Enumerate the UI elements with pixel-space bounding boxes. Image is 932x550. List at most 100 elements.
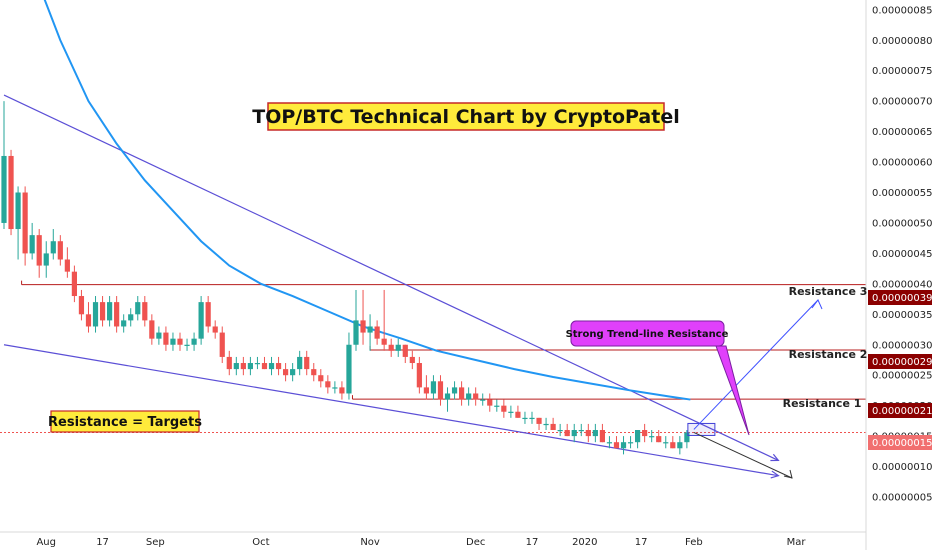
candle-body [149, 320, 155, 339]
resistance-1-value: 0.0000002107 [872, 406, 932, 417]
candle-body [508, 411, 514, 413]
candle-body [247, 363, 253, 370]
x-tick-label: Sep [146, 537, 165, 548]
y-tick-label: 0.0000002500 [872, 371, 932, 382]
candle-body [85, 314, 92, 327]
candle-body [557, 430, 563, 432]
candle-body [360, 320, 366, 333]
candle-body [311, 369, 317, 376]
candle-body [71, 271, 77, 297]
trendline-arrowhead [770, 470, 780, 479]
candle-body [142, 302, 148, 321]
candle-body [184, 344, 190, 346]
candle-body [564, 430, 570, 437]
resistance-1-label: Resistance 1 [783, 397, 862, 410]
x-tick-label: 17 [96, 537, 109, 548]
candle-body [501, 405, 507, 412]
candle-body [515, 411, 521, 418]
x-axis: Aug 17 Sep Oct Nov Dec 17 2020 17 Feb Mar [36, 537, 806, 548]
candle-body [677, 442, 683, 449]
y-tick-label: 0.0000007500 [872, 66, 932, 77]
candle-body [466, 393, 472, 400]
candle-body [226, 356, 232, 370]
candle-body [15, 192, 21, 230]
candle-body [22, 192, 28, 254]
callout-box [570, 320, 725, 347]
y-axis: 0.00000005000.00000010000.00000015000.00… [872, 5, 932, 503]
target-arrow-head [811, 299, 823, 310]
candle-body [212, 326, 218, 333]
candle-body [297, 356, 303, 370]
candle-body [416, 363, 422, 388]
candle-body [437, 381, 444, 400]
candle-body [444, 393, 451, 400]
candle-body [550, 423, 556, 431]
candle-body [205, 302, 211, 327]
resistance-3-label: Resistance 3 [789, 285, 868, 298]
y-tick-label: 0.0000004000 [872, 279, 932, 290]
note-text: Resistance = Targets [48, 415, 202, 430]
candle-body [64, 259, 70, 272]
candle-body [423, 387, 429, 394]
candle-body [8, 155, 14, 230]
y-tick-label: 0.0000006500 [872, 127, 932, 138]
trendline-arrowhead [770, 453, 780, 462]
candle-body [381, 338, 387, 345]
candle-body [275, 363, 282, 370]
candle-body [522, 417, 528, 420]
candle-body [649, 436, 655, 438]
callout-pointer [715, 345, 750, 436]
candle-body [1, 155, 7, 223]
x-tick-label: 17 [526, 537, 539, 548]
resistance-2-value: 0.0000002914 [872, 357, 932, 368]
candle-body [529, 417, 535, 420]
candle-body [635, 430, 641, 443]
x-tick-label: 2020 [572, 537, 597, 548]
candle-body [402, 344, 408, 357]
downside-arrow-head [783, 469, 793, 479]
candle-body [240, 363, 246, 370]
y-tick-label: 0.0000008500 [872, 5, 932, 16]
candle-body [494, 405, 500, 407]
candle-body [487, 399, 493, 406]
candle-body [642, 430, 648, 437]
candle-body [599, 430, 605, 443]
current-price-value: 0.0000001560 [872, 438, 932, 449]
x-tick-label: Mar [787, 537, 807, 548]
candle-body [135, 302, 141, 315]
y-tick-label: 0.0000004500 [872, 249, 932, 260]
candle-body [663, 442, 669, 444]
candle-body [128, 314, 134, 321]
candle-body [459, 387, 465, 400]
candle-body [283, 369, 289, 376]
lower-trendline [3, 344, 779, 477]
candle-body [261, 363, 268, 370]
candle-body [684, 432, 690, 443]
candle-body [339, 387, 345, 394]
x-tick-label: Aug [36, 537, 56, 548]
candle-body [268, 363, 275, 370]
target-arrow-line [693, 299, 819, 430]
y-tick-label: 0.0000001000 [872, 462, 932, 473]
candle-body [233, 363, 239, 370]
candle-body [50, 241, 56, 254]
candle-body [92, 302, 99, 327]
candle-body [121, 320, 127, 327]
x-tick-label: Oct [252, 537, 269, 548]
candle-body [592, 430, 598, 437]
moving-average-line [43, 0, 691, 401]
candle-body [353, 320, 359, 345]
candle-body [536, 417, 542, 424]
chart-title: TOP/BTC Technical Chart by CryptoPatel [252, 106, 679, 128]
candle-body [670, 442, 676, 449]
candle-body [191, 338, 197, 345]
upper-trendline [3, 94, 779, 462]
candle-body [543, 423, 549, 426]
downside-arrow-line [693, 431, 793, 479]
candle-body [114, 302, 120, 327]
candle-body [395, 344, 401, 351]
candle-body [318, 375, 324, 382]
resistance-2-label: Resistance 2 [789, 348, 868, 361]
candle-body [578, 430, 584, 432]
candle-body [290, 369, 296, 376]
